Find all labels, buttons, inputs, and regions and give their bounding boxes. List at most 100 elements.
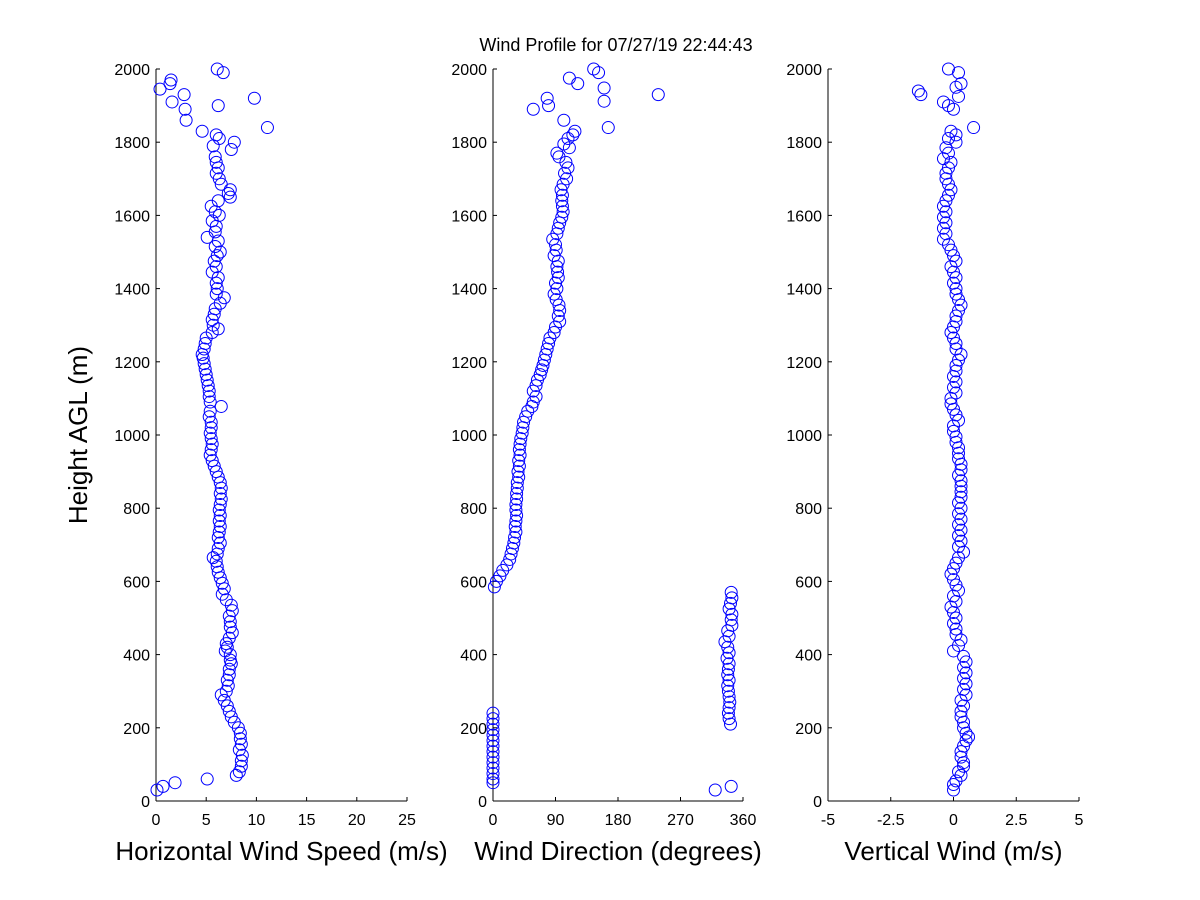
speed-data-point	[205, 313, 219, 327]
vertical-data-point	[952, 441, 966, 455]
speed-xtick-label: 25	[398, 812, 416, 829]
speed-data-point	[197, 342, 211, 356]
direction-ytick-label: 1200	[451, 355, 487, 372]
direction-data-point	[553, 304, 567, 318]
direction-ytick-label: 200	[460, 721, 487, 738]
vertical-panel: 0 200 400 600 800 1000 1200 1400 1600 1800 2000 -5 -…	[786, 62, 1083, 866]
direction-data-point	[510, 509, 524, 523]
speed-data-point	[212, 132, 226, 146]
direction-ytick-label: 1000	[451, 428, 487, 445]
vertical-data-point	[939, 205, 953, 219]
speed-data-point	[211, 271, 225, 285]
vertical-data-point	[949, 337, 963, 350]
vertical-data-point	[941, 62, 955, 76]
direction-data-point	[552, 298, 566, 312]
speed-data-point	[232, 765, 246, 779]
direction-data-point	[542, 99, 556, 113]
vertical-data-point	[947, 644, 960, 658]
speed-data-point	[227, 135, 241, 149]
vertical-data-point	[952, 446, 966, 460]
direction-data-point	[511, 465, 525, 479]
speed-data-point	[203, 404, 217, 418]
vertical-data-point	[944, 260, 958, 274]
vertical-data-point	[959, 726, 973, 740]
direction-data-point	[592, 66, 606, 80]
speed-data-point	[195, 124, 209, 138]
speed-data-point	[233, 732, 247, 746]
speed-data-point	[212, 172, 226, 186]
vertical-data-point	[936, 199, 950, 213]
direction-data-point	[510, 487, 524, 501]
vertical-data-point	[954, 501, 968, 515]
speed-ytick-label: 400	[123, 648, 150, 665]
speed-xtick-label: 15	[298, 812, 316, 829]
direction-ytick-label: 1600	[451, 208, 487, 225]
vertical-data-point	[941, 132, 955, 146]
vertical-data-point	[957, 671, 971, 685]
direction-data-point	[517, 415, 531, 429]
direction-data-point	[514, 432, 528, 446]
direction-data-point	[489, 574, 503, 588]
figure-title: Wind Profile for 07/27/19 22:44:43	[479, 35, 752, 55]
speed-data-point	[223, 183, 237, 197]
direction-data-point	[720, 651, 734, 665]
vertical-data-point	[954, 523, 968, 537]
direction-data-point	[525, 399, 539, 413]
direction-data-point	[549, 243, 563, 257]
speed-data-point	[212, 525, 226, 539]
speed-data-point	[222, 668, 236, 682]
direction-ytick-label: 1800	[451, 135, 487, 152]
direction-data-point	[510, 481, 524, 495]
vertical-data-point	[959, 655, 973, 669]
vertical-data-point	[954, 474, 968, 488]
direction-ytick-label: 400	[460, 648, 487, 665]
speed-data-point	[208, 205, 222, 219]
speed-data-point	[207, 254, 221, 268]
direction-data-point	[724, 596, 737, 610]
speed-data-point	[214, 481, 228, 495]
vertical-data-point	[941, 238, 955, 252]
speed-data-point	[196, 351, 210, 365]
vertical-data-point	[939, 216, 953, 230]
vertical-data-point	[947, 778, 960, 792]
direction-data-point	[486, 772, 500, 786]
direction-xtick-label: 360	[730, 812, 757, 829]
speed-data-point	[221, 679, 235, 693]
speed-data-point	[203, 426, 217, 440]
speed-data-point	[168, 776, 182, 790]
vertical-data-point	[949, 287, 963, 301]
direction-data-point	[526, 102, 540, 116]
speed-data-point	[224, 657, 238, 671]
speed-data-point	[260, 121, 274, 135]
direction-ytick-label: 0	[478, 794, 487, 811]
direction-data-point	[551, 254, 565, 268]
speed-data-point	[179, 113, 193, 127]
speed-data-point	[214, 492, 228, 506]
direction-data-point	[550, 146, 564, 160]
vertical-data-point	[962, 730, 976, 744]
speed-data-point	[150, 783, 164, 797]
direction-data-point	[568, 124, 582, 138]
direction-data-point	[725, 607, 739, 621]
direction-data-point	[597, 94, 611, 108]
speed-data-point	[210, 547, 224, 561]
vertical-data-point	[936, 210, 950, 224]
speed-data-point	[235, 748, 249, 762]
vertical-ytick-label: 0	[813, 794, 822, 811]
speed-data-point	[203, 395, 217, 409]
direction-data-point	[549, 276, 562, 290]
direction-data-point	[554, 183, 568, 197]
vertical-ytick-label: 600	[795, 574, 822, 591]
speed-data-point	[206, 551, 220, 565]
speed-data-point	[204, 421, 218, 435]
vertical-ytick-label: 800	[795, 501, 822, 518]
direction-data-point	[509, 525, 523, 539]
speed-xtick-label: 10	[248, 812, 266, 829]
direction-data-point	[512, 443, 526, 457]
speed-data-point	[222, 704, 236, 718]
direction-data-point	[597, 81, 611, 95]
vertical-data-point	[954, 485, 968, 499]
vertical-data-point	[959, 734, 973, 748]
speed-data-point	[233, 726, 247, 740]
direction-data-point	[486, 750, 500, 764]
